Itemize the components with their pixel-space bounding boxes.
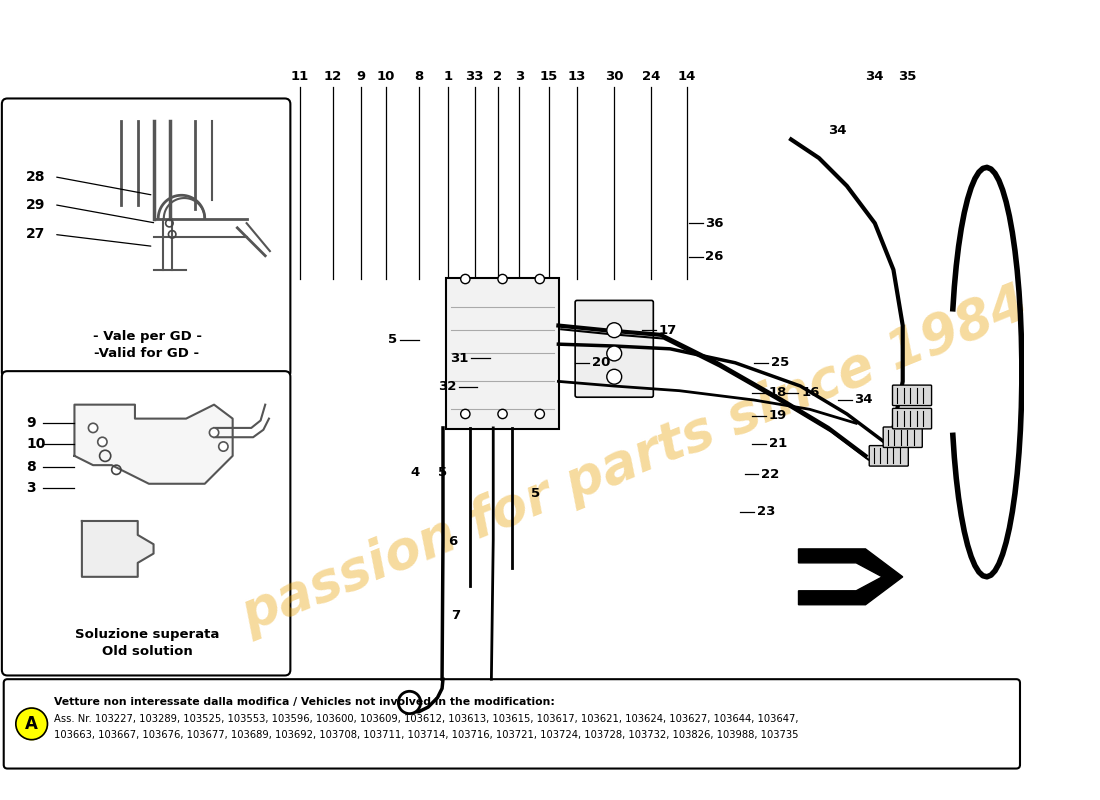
Text: 24: 24	[642, 70, 661, 82]
Text: 5: 5	[439, 466, 448, 479]
Circle shape	[607, 346, 621, 361]
Text: 4: 4	[410, 466, 420, 479]
Text: 26: 26	[705, 250, 724, 263]
Text: 20: 20	[592, 356, 611, 370]
Text: 23: 23	[757, 505, 776, 518]
Text: 5: 5	[530, 486, 540, 499]
Text: 3: 3	[26, 482, 35, 495]
Text: passion for parts since 1984: passion for parts since 1984	[234, 278, 1035, 642]
Text: 36: 36	[705, 217, 724, 230]
Text: 16: 16	[801, 386, 820, 399]
Text: 22: 22	[761, 468, 780, 481]
FancyBboxPatch shape	[575, 301, 653, 398]
Text: 12: 12	[324, 70, 342, 82]
Circle shape	[98, 438, 107, 446]
Text: 5: 5	[388, 333, 397, 346]
FancyBboxPatch shape	[446, 278, 559, 429]
Text: 15: 15	[540, 70, 558, 82]
Text: Ass. Nr. 103227, 103289, 103525, 103553, 103596, 103600, 103609, 103612, 103613,: Ass. Nr. 103227, 103289, 103525, 103553,…	[54, 714, 799, 724]
Text: 34: 34	[866, 70, 884, 82]
FancyBboxPatch shape	[2, 371, 290, 675]
Text: 9: 9	[356, 70, 365, 82]
Text: 6: 6	[449, 535, 458, 548]
Text: 33: 33	[465, 70, 484, 82]
Circle shape	[607, 370, 621, 384]
Circle shape	[219, 442, 228, 451]
Text: 8: 8	[26, 460, 36, 474]
Text: 19: 19	[769, 410, 786, 422]
Text: 2: 2	[493, 70, 503, 82]
Text: 30: 30	[605, 70, 624, 82]
Text: 34: 34	[855, 394, 872, 406]
Text: 103663, 103667, 103676, 103677, 103689, 103692, 103708, 103711, 103714, 103716, : 103663, 103667, 103676, 103677, 103689, …	[54, 730, 799, 740]
FancyBboxPatch shape	[892, 385, 932, 406]
FancyBboxPatch shape	[892, 408, 932, 429]
Text: 1: 1	[443, 70, 452, 82]
Polygon shape	[81, 521, 154, 577]
Circle shape	[398, 691, 420, 714]
Circle shape	[535, 274, 544, 284]
Circle shape	[88, 423, 98, 433]
Circle shape	[498, 410, 507, 418]
Text: 28: 28	[26, 170, 45, 184]
Text: Soluzione superata: Soluzione superata	[75, 628, 219, 641]
FancyBboxPatch shape	[883, 427, 922, 447]
Text: Old solution: Old solution	[101, 645, 192, 658]
Text: A: A	[25, 715, 39, 733]
Text: 34: 34	[828, 124, 847, 137]
Text: 17: 17	[659, 324, 678, 337]
Text: 29: 29	[26, 198, 45, 211]
Text: 25: 25	[771, 356, 789, 370]
FancyBboxPatch shape	[2, 98, 290, 378]
Text: - Vale per GD -: - Vale per GD -	[92, 330, 201, 343]
FancyBboxPatch shape	[3, 679, 1020, 769]
Text: 14: 14	[678, 70, 696, 82]
Text: 10: 10	[26, 437, 45, 450]
Text: 35: 35	[899, 70, 916, 82]
Circle shape	[461, 410, 470, 418]
Text: 18: 18	[769, 386, 788, 399]
Circle shape	[461, 274, 470, 284]
Text: 7: 7	[451, 610, 461, 622]
Text: 9: 9	[26, 416, 35, 430]
Circle shape	[607, 322, 621, 338]
Polygon shape	[799, 549, 903, 605]
Text: 11: 11	[290, 70, 309, 82]
Text: Vetture non interessate dalla modifica / Vehicles not involved in the modificati: Vetture non interessate dalla modifica /…	[54, 697, 554, 706]
Circle shape	[15, 708, 47, 740]
Text: 31: 31	[450, 352, 469, 365]
Text: 10: 10	[377, 70, 395, 82]
Text: 21: 21	[769, 438, 786, 450]
FancyBboxPatch shape	[869, 446, 909, 466]
Text: 8: 8	[415, 70, 424, 82]
Circle shape	[535, 410, 544, 418]
Circle shape	[498, 274, 507, 284]
Text: 13: 13	[568, 70, 586, 82]
Text: -Valid for GD -: -Valid for GD -	[95, 347, 199, 360]
Text: 32: 32	[438, 381, 456, 394]
Polygon shape	[75, 405, 233, 484]
Text: 3: 3	[515, 70, 524, 82]
Circle shape	[209, 428, 219, 438]
Text: 27: 27	[26, 227, 45, 242]
